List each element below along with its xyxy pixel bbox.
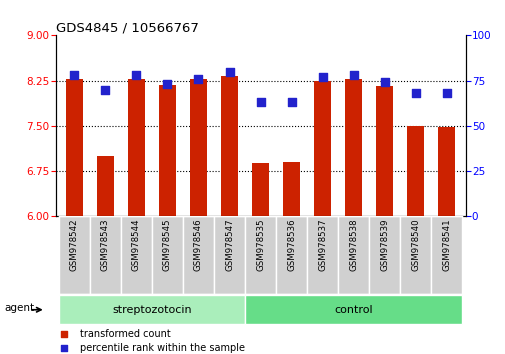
- Bar: [121, 216, 152, 294]
- Bar: [59, 295, 244, 324]
- Bar: [399, 216, 431, 294]
- Bar: [369, 216, 399, 294]
- Text: agent: agent: [5, 303, 34, 313]
- Point: [380, 80, 388, 85]
- Text: control: control: [334, 305, 372, 315]
- Text: GSM978541: GSM978541: [441, 218, 450, 271]
- Text: GSM978537: GSM978537: [318, 218, 327, 271]
- Point: [101, 87, 109, 92]
- Text: GSM978544: GSM978544: [132, 218, 140, 271]
- Bar: [66, 79, 83, 216]
- Bar: [152, 216, 183, 294]
- Bar: [96, 156, 114, 216]
- Bar: [221, 76, 238, 216]
- Bar: [407, 126, 424, 216]
- Text: GSM978539: GSM978539: [380, 218, 388, 271]
- Point: [163, 81, 171, 87]
- Point: [287, 99, 295, 105]
- Bar: [282, 162, 299, 216]
- Point: [318, 74, 326, 80]
- Text: GSM978546: GSM978546: [193, 218, 203, 271]
- Text: GSM978545: GSM978545: [163, 218, 172, 271]
- Text: GSM978540: GSM978540: [411, 218, 420, 271]
- Text: streptozotocin: streptozotocin: [112, 305, 191, 315]
- Bar: [337, 216, 369, 294]
- Point: [70, 72, 78, 78]
- Text: GSM978543: GSM978543: [100, 218, 110, 271]
- Text: GSM978547: GSM978547: [225, 218, 234, 271]
- Text: GSM978536: GSM978536: [286, 218, 295, 271]
- Bar: [159, 85, 176, 216]
- Bar: [214, 216, 244, 294]
- Bar: [344, 79, 362, 216]
- Text: percentile rank within the sample: percentile rank within the sample: [80, 343, 245, 353]
- Point: [225, 69, 233, 74]
- Text: transformed count: transformed count: [80, 329, 171, 339]
- Point: [442, 90, 450, 96]
- Bar: [314, 81, 331, 216]
- Bar: [251, 163, 269, 216]
- Point: [194, 76, 202, 81]
- Bar: [244, 216, 276, 294]
- Bar: [90, 216, 121, 294]
- Bar: [128, 79, 144, 216]
- Bar: [183, 216, 214, 294]
- Point: [60, 331, 68, 336]
- Bar: [59, 216, 90, 294]
- Point: [132, 72, 140, 78]
- Bar: [276, 216, 307, 294]
- Point: [411, 90, 419, 96]
- Bar: [376, 86, 392, 216]
- Point: [60, 346, 68, 351]
- Bar: [431, 216, 462, 294]
- Point: [256, 99, 264, 105]
- Text: GSM978542: GSM978542: [70, 218, 79, 271]
- Text: GSM978538: GSM978538: [348, 218, 358, 271]
- Bar: [189, 79, 207, 216]
- Bar: [437, 127, 454, 216]
- Bar: [307, 216, 337, 294]
- Text: GSM978535: GSM978535: [256, 218, 265, 271]
- Point: [349, 72, 357, 78]
- Bar: [244, 295, 462, 324]
- Text: GDS4845 / 10566767: GDS4845 / 10566767: [56, 21, 198, 34]
